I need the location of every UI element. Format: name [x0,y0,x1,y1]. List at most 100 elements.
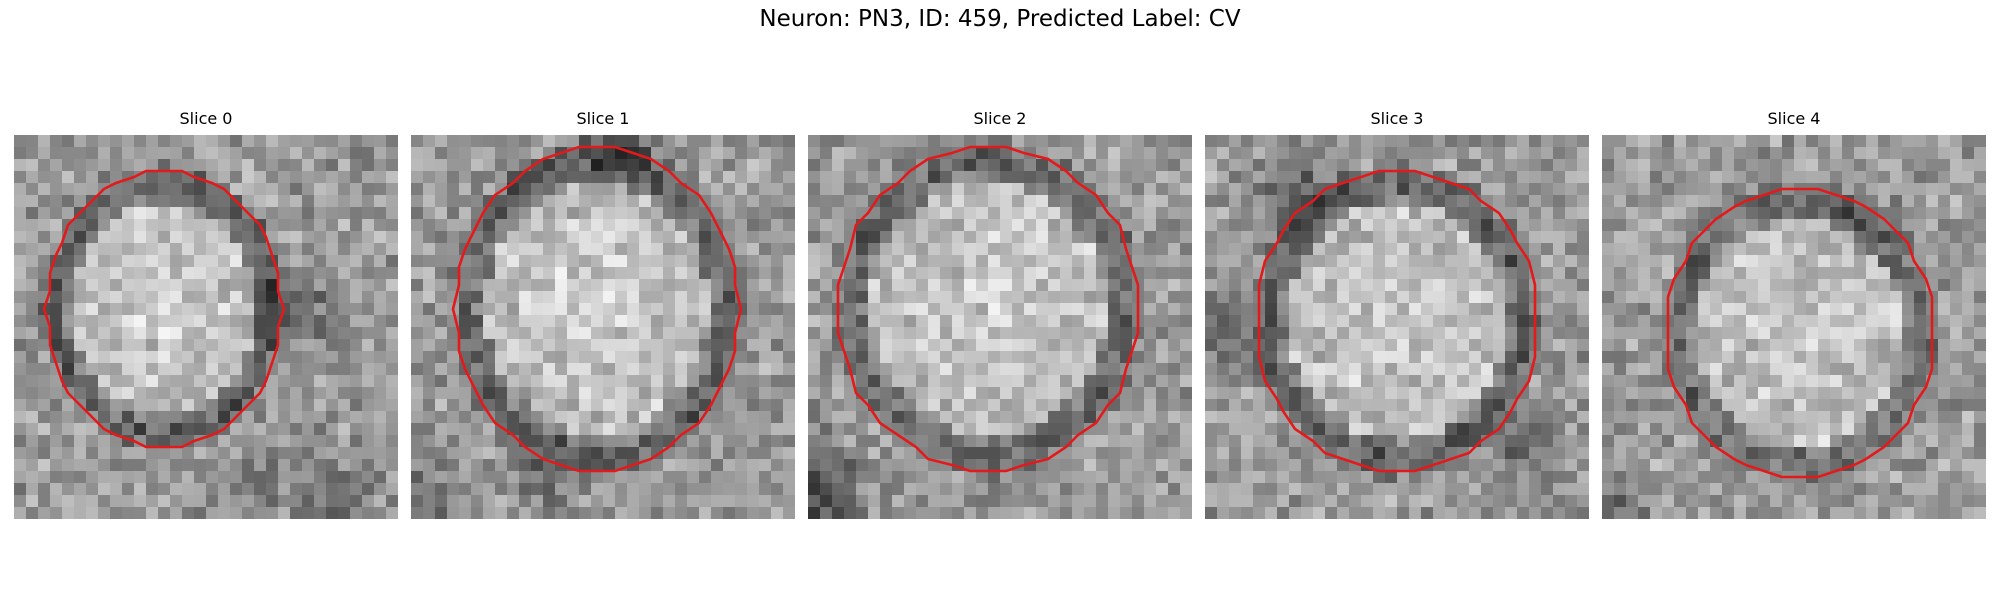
image-pixel [976,279,989,292]
image-pixel [916,483,929,496]
image-pixel [567,423,580,436]
image-pixel [50,387,63,400]
image-pixel [98,339,111,352]
image-pixel [1457,171,1470,184]
image-pixel [1144,219,1157,232]
image-pixel [1950,399,1963,412]
image-pixel [856,459,869,472]
image-pixel [868,507,881,519]
image-pixel [675,399,688,412]
image-pixel [1818,339,1831,352]
image-pixel [1277,399,1290,412]
image-pixel [1662,207,1675,220]
image-pixel [1662,459,1675,472]
image-pixel [723,447,736,460]
image-pixel [1902,387,1915,400]
image-pixel [747,375,760,388]
image-pixel [832,435,845,448]
image-pixel [615,171,628,184]
image-pixel [1072,459,1085,472]
image-pixel [182,375,195,388]
image-pixel [1974,303,1986,316]
image-pixel [1602,351,1615,364]
image-pixel [579,351,592,364]
image-pixel [134,303,147,316]
image-pixel [1036,219,1049,232]
image-pixel [747,219,760,232]
image-pixel [362,195,375,208]
image-pixel [844,435,857,448]
image-pixel [26,495,39,508]
image-pixel [591,327,604,340]
image-pixel [832,219,845,232]
image-pixel [1445,399,1458,412]
image-pixel [218,267,231,280]
image-pixel [1962,291,1975,304]
image-pixel [832,231,845,244]
image-pixel [1830,399,1843,412]
image-pixel [868,327,881,340]
image-pixel [904,135,917,148]
image-pixel [14,423,27,436]
image-pixel [1577,315,1589,328]
image-pixel [146,351,159,364]
image-pixel [1662,231,1675,244]
image-pixel [1854,255,1867,268]
image-pixel [747,303,760,316]
image-pixel [820,159,833,172]
image-pixel [1890,327,1903,340]
image-pixel [783,243,795,256]
image-pixel [1529,483,1542,496]
image-pixel [519,399,532,412]
image-pixel [1036,231,1049,244]
image-pixel [591,219,604,232]
image-pixel [1445,219,1458,232]
image-pixel [519,375,532,388]
image-pixel [1205,219,1218,232]
image-pixel [1686,327,1699,340]
image-pixel [411,483,424,496]
image-pixel [1529,399,1542,412]
image-pixel [1614,435,1627,448]
image-pixel [940,219,953,232]
image-pixel [1878,387,1891,400]
image-pixel [1602,243,1615,256]
image-pixel [1481,135,1494,148]
image-pixel [964,471,977,484]
image-pixel [278,171,291,184]
image-pixel [1565,279,1578,292]
image-pixel [1818,363,1831,376]
cell-contour [451,145,743,473]
image-pixel [194,303,207,316]
image-pixel [206,135,219,148]
image-pixel [687,387,700,400]
image-pixel [1421,291,1434,304]
image-pixel [759,375,772,388]
image-pixel [1493,183,1506,196]
image-pixel [1770,363,1783,376]
image-pixel [1397,243,1410,256]
image-pixel [1902,219,1915,232]
image-pixel [1205,195,1218,208]
image-pixel [1409,459,1422,472]
image-pixel [735,435,748,448]
image-pixel [1156,195,1169,208]
image-pixel [1000,495,1013,508]
image-pixel [1409,231,1422,244]
image-pixel [759,483,772,496]
image-pixel [194,243,207,256]
image-pixel [158,351,171,364]
image-pixel [507,495,520,508]
image-pixel [1325,351,1338,364]
image-pixel [1481,291,1494,304]
image-pixel [314,291,327,304]
image-pixel [74,423,87,436]
image-pixel [1674,423,1687,436]
image-pixel [1878,147,1891,160]
image-pixel [1024,363,1037,376]
image-pixel [543,399,556,412]
image-pixel [1553,351,1566,364]
image-pixel [591,483,604,496]
image-pixel [386,207,398,220]
image-pixel [218,303,231,316]
